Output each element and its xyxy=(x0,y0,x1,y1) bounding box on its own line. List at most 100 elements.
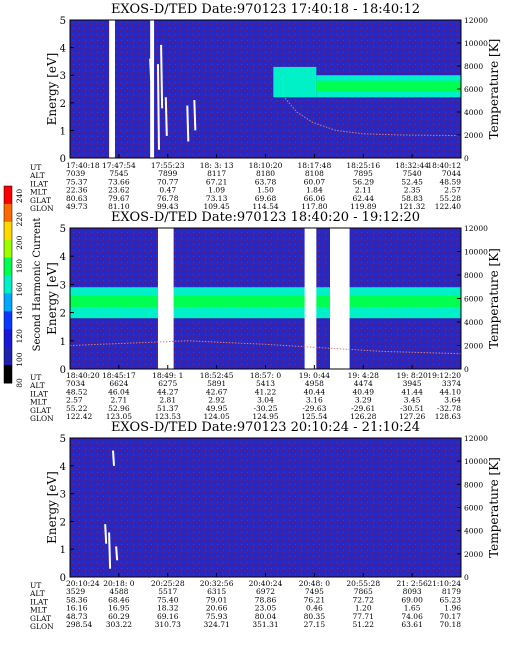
table-cell: 74.06 xyxy=(401,612,423,621)
colorbar-frame xyxy=(3,185,13,384)
row-label: GLAT xyxy=(30,196,51,205)
row-label: GLON xyxy=(30,414,54,423)
y2-tick-label: 4000 xyxy=(464,318,483,327)
table-cell: 18:45:17 xyxy=(102,371,136,380)
y2-tick-label: 4000 xyxy=(464,108,483,117)
table-cell: 1.50 xyxy=(257,186,274,195)
y2-tick-label: 10000 xyxy=(464,248,488,257)
table-cell: 70.77 xyxy=(157,177,179,186)
y2-tick-label: 0 xyxy=(464,573,469,582)
table-cell: 20:10:24 xyxy=(66,579,100,588)
data-gap xyxy=(157,228,174,369)
colorbar-tick-label: 140 xyxy=(15,305,24,320)
table-cell: 8179 xyxy=(442,587,461,596)
row-label: GLON xyxy=(30,622,54,631)
table-cell: 8180 xyxy=(256,169,275,178)
row-label: ALT xyxy=(29,381,45,390)
table-cell: 41.44 xyxy=(401,387,423,396)
table-cell: 66.06 xyxy=(304,194,326,203)
colorbar-tick-label: 220 xyxy=(15,212,24,227)
y-tick-label: 5 xyxy=(60,16,66,27)
table-cell: 20.66 xyxy=(206,604,228,613)
colorbar-tick-label: 100 xyxy=(15,352,24,367)
table-cell: 69.68 xyxy=(255,194,277,203)
table-cell: 109.45 xyxy=(204,202,230,211)
y-tick-label: 2 xyxy=(60,309,66,320)
table-cell: 40.49 xyxy=(353,387,375,396)
y2-tick-label: 2000 xyxy=(464,131,483,140)
table-cell: -30.25 xyxy=(253,404,277,413)
y2-tick-label: 8000 xyxy=(464,62,483,71)
table-cell: 1.20 xyxy=(355,604,372,613)
data-gap xyxy=(109,20,115,158)
table-cell: 56.29 xyxy=(353,177,375,186)
table-cell: 1.09 xyxy=(208,186,225,195)
y2-tick-label: 6000 xyxy=(464,295,483,304)
table-cell: 0.47 xyxy=(159,186,176,195)
table-cell: 0.46 xyxy=(306,604,323,613)
colorbar-tick-label: 240 xyxy=(15,189,24,204)
table-cell: 123.05 xyxy=(106,412,132,421)
table-cell: 1.65 xyxy=(404,604,421,613)
table-cell: 20:48: 0 xyxy=(299,579,331,588)
colorbar-segment xyxy=(4,293,12,312)
y2-tick-label: 10000 xyxy=(464,39,488,48)
table-cell: 1.96 xyxy=(444,604,461,613)
table-cell: 18:40:12 xyxy=(427,161,461,170)
table-cell: 8093 xyxy=(403,587,422,596)
y2-axis-label: Temperature [K] xyxy=(487,39,501,140)
row-label: GLON xyxy=(30,204,54,213)
y2-tick-label: 2000 xyxy=(464,550,483,559)
y2-tick-label: 6000 xyxy=(464,504,483,513)
table-cell: 21:10:24 xyxy=(427,579,461,588)
colorbar-segment xyxy=(4,365,12,384)
table-cell: 7895 xyxy=(354,169,373,178)
table-cell: 70.17 xyxy=(440,612,462,621)
table-cell: 121.32 xyxy=(399,202,425,211)
table-cell: 69.00 xyxy=(401,595,423,604)
table-cell: 77.71 xyxy=(353,612,374,621)
table-cell: 4474 xyxy=(354,379,373,388)
table-cell: 2.11 xyxy=(355,186,372,195)
row-label: UT xyxy=(30,163,41,172)
spectrogram-band xyxy=(70,295,461,307)
table-cell: 18:52:45 xyxy=(200,371,234,380)
table-cell: 7899 xyxy=(158,169,177,178)
table-cell: 2.35 xyxy=(404,186,421,195)
y-axis-label: Energy [eV] xyxy=(45,262,59,335)
table-cell: 23.62 xyxy=(108,186,130,195)
table-cell: 16.16 xyxy=(66,604,88,613)
table-cell: 7495 xyxy=(305,587,324,596)
artifact-streak xyxy=(160,44,164,109)
table-cell: 310.73 xyxy=(155,620,181,629)
table-cell: 7044 xyxy=(442,169,461,178)
table-cell: 17:40:18 xyxy=(66,161,100,170)
table-cell: 19: 4:28 xyxy=(348,371,380,380)
table-cell: 6972 xyxy=(256,587,275,596)
colorbar-label: Second Harmonic Current xyxy=(32,218,43,352)
table-cell: -32.78 xyxy=(437,404,461,413)
table-cell: 18:10:20 xyxy=(249,161,283,170)
artifact-streak xyxy=(186,105,190,142)
table-cell: 3.04 xyxy=(257,396,274,405)
y-tick-label: 4 xyxy=(60,462,66,473)
table-cell: 75.93 xyxy=(206,612,228,621)
artifact-streak xyxy=(156,64,160,150)
y-axis-label: Energy [eV] xyxy=(45,471,59,544)
colorbar-tick-label: 180 xyxy=(15,259,24,274)
table-cell: 8108 xyxy=(305,169,324,178)
y2-axis-label: Temperature [K] xyxy=(487,457,501,558)
data-gap xyxy=(150,20,155,158)
table-cell: -29.61 xyxy=(351,404,375,413)
table-cell: 119.89 xyxy=(350,202,376,211)
colorbar-tick-label: 200 xyxy=(15,235,24,250)
table-cell: 49.73 xyxy=(66,202,88,211)
table-cell: 5413 xyxy=(256,379,275,388)
table-cell: 126.28 xyxy=(350,412,376,421)
artifact-streak xyxy=(104,524,108,544)
y-tick-label: 0 xyxy=(60,365,66,376)
table-cell: 48.52 xyxy=(66,387,88,396)
colorbar-tick-label: 80 xyxy=(15,378,24,388)
table-cell: 44.27 xyxy=(157,387,179,396)
table-cell: 62.44 xyxy=(353,194,375,203)
